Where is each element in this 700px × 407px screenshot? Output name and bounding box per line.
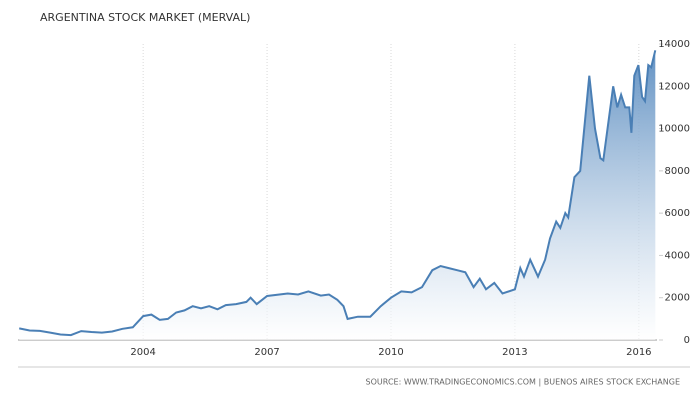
y-tick-label: 12000: [658, 81, 690, 92]
y-tick-label: 0: [684, 335, 690, 346]
area: [19, 50, 656, 341]
y-tick-label: 6000: [665, 208, 690, 219]
y-tick-label: 2000: [665, 293, 690, 304]
source: SOURCE: WWW.TRADINGECONOMICS.COM | BUENO…: [366, 378, 680, 387]
x-tick-label: 2016: [626, 347, 651, 358]
y-tick-label: 8000: [665, 166, 690, 177]
x-tick-label: 2004: [130, 347, 155, 358]
x-tick-label: 2007: [254, 347, 279, 358]
y-tick-label: 10000: [658, 124, 690, 135]
x-tick-label: 2013: [502, 347, 527, 358]
line: [19, 50, 657, 337]
y-tick-label: 4000: [665, 250, 690, 261]
x-tick-label: 2010: [378, 347, 403, 358]
y-tick-label: 14000: [658, 39, 690, 50]
chart-title: ARGENTINA STOCK MARKET (MERVAL): [40, 11, 250, 24]
